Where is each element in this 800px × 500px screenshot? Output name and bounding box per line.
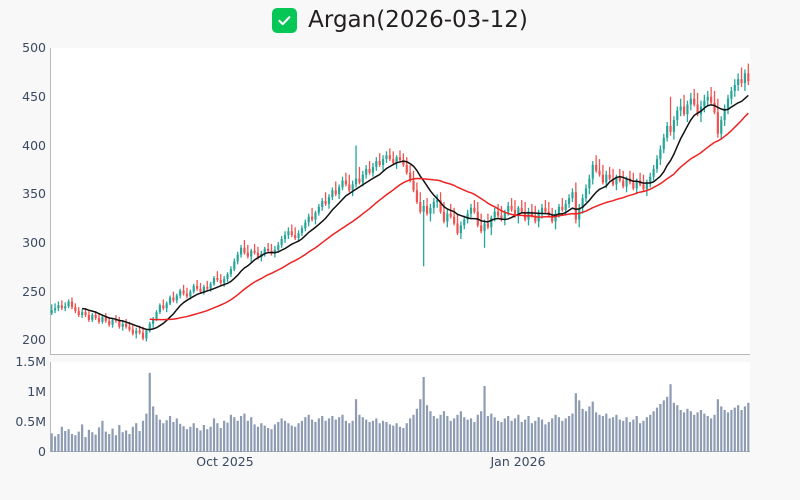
x-axis-tick: Oct 2025 bbox=[196, 454, 254, 469]
price-y-tick: 300 bbox=[22, 234, 46, 250]
price-y-tick: 350 bbox=[22, 185, 46, 201]
price-panel bbox=[50, 48, 750, 355]
price-y-tick: 400 bbox=[22, 137, 46, 153]
volume-axis-spine-left bbox=[50, 362, 51, 452]
volume-y-tick: 1.5M bbox=[15, 353, 46, 369]
volume-panel bbox=[50, 362, 750, 452]
volume-y-tick: 0.5M bbox=[15, 413, 46, 429]
price-y-tick: 500 bbox=[22, 39, 46, 55]
price-y-tick: 250 bbox=[22, 283, 46, 299]
check-icon[interactable] bbox=[272, 7, 298, 33]
price-axis-spine-left bbox=[50, 48, 51, 355]
candlestick-plot bbox=[50, 63, 750, 342]
price-y-tick: 450 bbox=[22, 88, 46, 104]
x-axis-tick: Jan 2026 bbox=[490, 454, 546, 469]
volume-bars-plot bbox=[50, 372, 750, 452]
y-axis-labels: 200 250 300 350 400 450 500 0 0.5M 1M 1.5M bbox=[0, 0, 46, 500]
price-axis-spine-bottom bbox=[50, 354, 750, 355]
chart-title-row: Argan(2026-03-12) bbox=[0, 2, 800, 38]
page-title: Argan(2026-03-12) bbox=[308, 6, 528, 33]
price-y-tick: 200 bbox=[22, 332, 46, 348]
volume-y-tick: 0 bbox=[38, 443, 46, 459]
volume-y-tick: 1M bbox=[27, 383, 46, 399]
